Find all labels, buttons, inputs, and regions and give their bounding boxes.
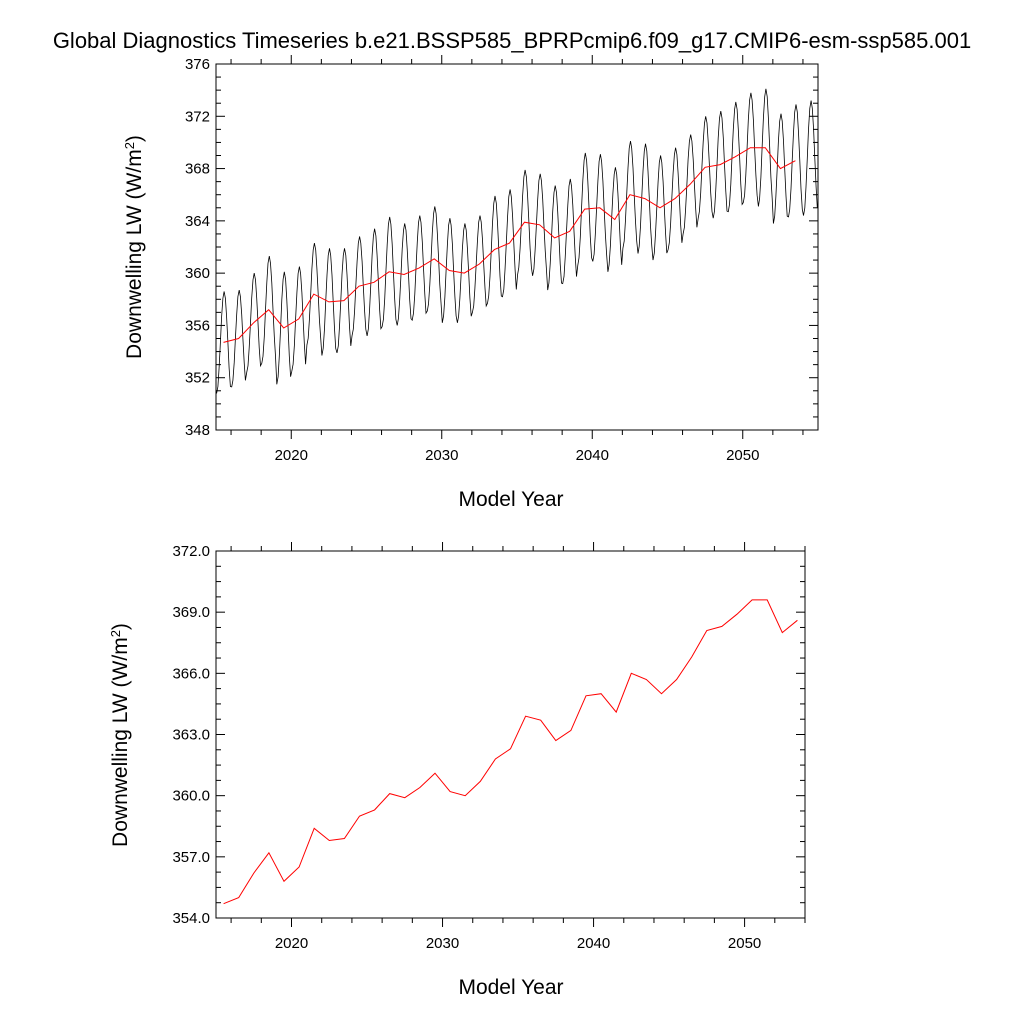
- top-monthly-series-line: [216, 88, 818, 394]
- x-tick-label: 2030: [426, 935, 459, 952]
- bottom-y-axis-title: Downwelling LW (W/m2): [108, 623, 132, 847]
- x-tick-label: 2050: [728, 935, 761, 952]
- y-tick-label: 354.0: [172, 910, 210, 927]
- bottom-annual-mean-line: [223, 599, 798, 905]
- bottom-panel-frame: [215, 550, 806, 919]
- bottom-x-axis-title: Model Year: [458, 976, 563, 999]
- y-tick-label: 364: [185, 213, 210, 230]
- top-y-axis-title: Downwelling LW (W/m2): [122, 135, 146, 359]
- x-tick-label: 2050: [726, 447, 759, 464]
- y-tick-label: 348: [185, 422, 210, 439]
- top-panel-axes: 348 352 356 360 364 368 372 376 2020 2030 2040 2050: [185, 55, 818, 464]
- y-tick-label: 376: [185, 56, 210, 73]
- y-tick-label: 357.0: [172, 849, 210, 866]
- x-tick-label: 2040: [577, 935, 610, 952]
- bottom-panel-series: [223, 599, 798, 905]
- y-tick-label: 366.0: [172, 665, 210, 682]
- y-tick-label: 352: [185, 370, 210, 387]
- top-panel: 348 352 356 360 364 368 372 376 2020 2030 2040 2050…: [122, 55, 819, 511]
- y-tick-label: 368: [185, 161, 210, 178]
- y-tick-label: 356: [185, 317, 210, 334]
- top-x-axis-title: Model Year: [458, 488, 563, 511]
- x-tick-label: 2040: [576, 447, 609, 464]
- top-panel-frame: [215, 63, 819, 431]
- y-tick-label: 360: [185, 265, 210, 282]
- x-tick-label: 2020: [275, 935, 308, 952]
- bottom-panel: 354.0 357.0 360.0 363.0 366.0 369.0 372.0 2020 2…: [108, 542, 806, 999]
- x-tick-label: 2020: [275, 447, 308, 464]
- figure-title: Global Diagnostics Timeseries b.e21.BSSP…: [53, 28, 971, 53]
- top-annual-mean-line: [223, 147, 796, 343]
- y-tick-label: 372: [185, 108, 210, 125]
- bottom-panel-axes: 354.0 357.0 360.0 363.0 366.0 369.0 372.0 2020 2…: [172, 542, 806, 952]
- y-tick-label: 369.0: [172, 604, 210, 621]
- x-tick-label: 2030: [425, 447, 458, 464]
- y-tick-label: 372.0: [172, 543, 210, 560]
- y-tick-label: 360.0: [172, 788, 210, 805]
- top-panel-series: [216, 88, 818, 394]
- y-tick-label: 363.0: [172, 727, 210, 744]
